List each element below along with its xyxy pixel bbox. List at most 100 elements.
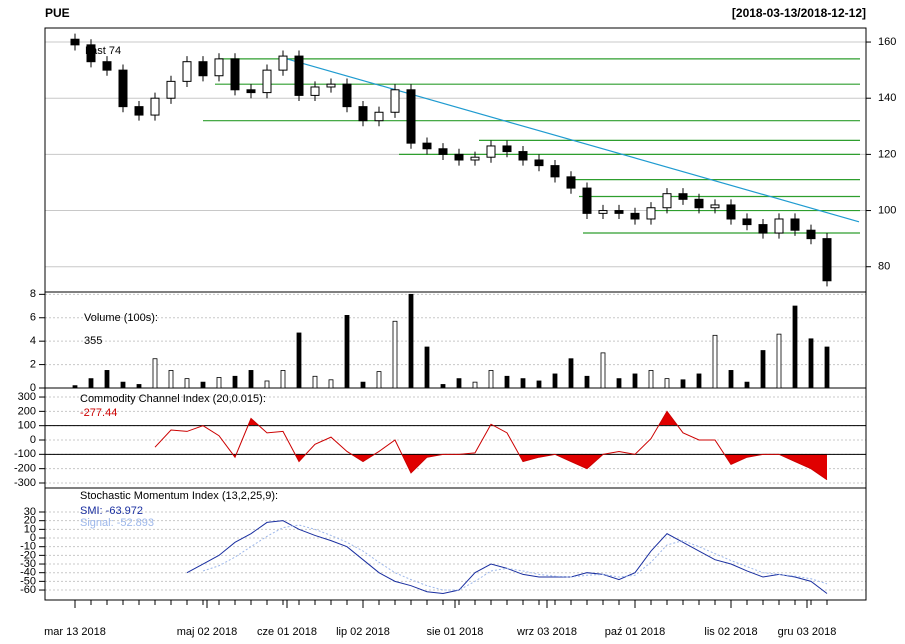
volume-bar	[728, 370, 734, 389]
candle-body	[710, 204, 720, 209]
y-tick-label: 160	[878, 36, 896, 48]
y-tick-label: 30	[24, 506, 36, 518]
candle-body	[726, 204, 736, 220]
panel-frame	[44, 291, 867, 389]
volume-bar	[664, 378, 670, 389]
volume-bar	[472, 381, 478, 389]
candle-body	[134, 106, 144, 116]
panel-value: 355	[84, 335, 102, 347]
candle-body	[326, 83, 336, 88]
volume-bar	[200, 381, 206, 389]
candle-body	[358, 106, 368, 122]
volume-bar	[552, 373, 558, 389]
y-tick-label: 200	[18, 405, 36, 417]
y-tick-label: 300	[18, 391, 36, 403]
indicator-line	[154, 410, 828, 481]
y-tick-label: 80	[878, 261, 890, 273]
x-tick-label: maj 02 2018	[177, 626, 238, 638]
x-tick-label: lip 02 2018	[336, 626, 390, 638]
volume-bar	[760, 350, 766, 389]
x-tick-label: paź 01 2018	[605, 626, 666, 638]
candle-body	[694, 198, 704, 209]
volume-bar	[824, 346, 830, 389]
candle-body	[262, 69, 272, 94]
volume-bar	[456, 378, 462, 389]
volume-bar	[616, 378, 622, 389]
y-tick-label: 0	[30, 434, 36, 446]
candle-body	[198, 61, 208, 77]
legend-entry: Signal: -52.893	[80, 517, 154, 529]
y-tick-label: 100	[878, 204, 896, 216]
volume-bar	[216, 377, 222, 389]
candle-body	[678, 193, 688, 200]
candle-body	[422, 142, 432, 150]
date-range: [2018-03-13/2018-12-12]	[732, 6, 866, 20]
x-tick-label: cze 01 2018	[257, 626, 317, 638]
y-tick-label: -300	[14, 477, 36, 489]
last-label: Last 74	[85, 45, 121, 57]
candle-body	[598, 210, 608, 214]
indicator-line	[202, 524, 828, 591]
y-tick-label: 10	[24, 523, 36, 535]
y-tick-label: -100	[14, 448, 36, 460]
candle-body	[486, 145, 496, 158]
volume-bar	[808, 338, 814, 389]
y-tick-label: -60	[20, 584, 36, 596]
volume-bar	[392, 320, 398, 389]
candle-body	[790, 218, 800, 231]
y-tick-label: 20	[24, 515, 36, 527]
volume-bar	[168, 370, 174, 389]
volume-bar	[648, 370, 654, 389]
candle-body	[822, 238, 832, 282]
candle-body	[630, 212, 640, 220]
x-tick-label: mar 13 2018	[44, 626, 106, 638]
volume-bar	[600, 352, 606, 389]
volume-bar	[88, 378, 94, 389]
volume-bar	[584, 375, 590, 389]
volume-bar	[72, 385, 78, 389]
y-tick-label: 120	[878, 148, 896, 160]
candle-body	[662, 193, 672, 209]
volume-bar	[232, 375, 238, 389]
panel-label: Volume (100s):	[84, 312, 158, 324]
candle-body	[758, 224, 768, 234]
candle-body	[246, 89, 256, 94]
y-tick-label: 4	[30, 335, 36, 347]
candle-body	[102, 61, 112, 71]
volume-bar	[328, 379, 334, 389]
volume-bar	[280, 370, 286, 389]
legend-entry: SMI: -63.972	[80, 505, 143, 517]
x-tick-label: sie 01 2018	[427, 626, 484, 638]
cci-fill	[248, 411, 678, 425]
candle-body	[166, 80, 176, 99]
volume-bar	[424, 346, 430, 389]
candle-body	[550, 165, 560, 178]
y-tick-label: -10	[20, 541, 36, 553]
candle-body	[294, 55, 304, 96]
volume-bar	[520, 378, 526, 389]
x-tick-label: wrz 03 2018	[516, 626, 577, 638]
volume-bar	[696, 373, 702, 389]
y-tick-label: -40	[20, 567, 36, 579]
candle-body	[614, 210, 624, 214]
cci-fill	[155, 454, 827, 480]
chart-title: PUE	[45, 6, 70, 20]
candle-body	[438, 148, 448, 155]
volume-bar	[568, 358, 574, 389]
candle-body	[806, 229, 816, 240]
volume-bar	[488, 370, 494, 389]
volume-bar	[744, 381, 750, 389]
panel-value: -277.44	[80, 407, 117, 419]
candle-body	[742, 218, 752, 226]
indicator-line	[186, 520, 828, 595]
y-tick-label: 6	[30, 312, 36, 324]
y-tick-label: 100	[18, 420, 36, 432]
candle-body	[310, 86, 320, 96]
volume-bar	[440, 384, 446, 389]
candle-body	[774, 218, 784, 234]
volume-bar	[360, 381, 366, 389]
volume-bar	[120, 381, 126, 389]
y-tick-label: 0	[30, 382, 36, 394]
y-tick-label: 2	[30, 358, 36, 370]
